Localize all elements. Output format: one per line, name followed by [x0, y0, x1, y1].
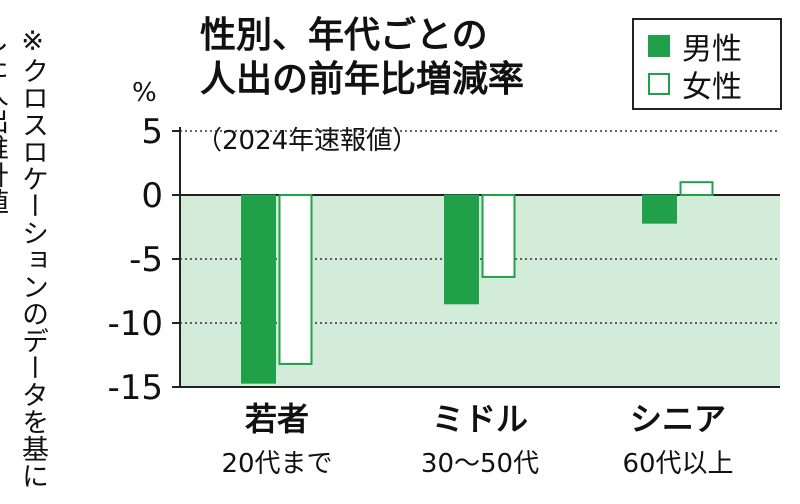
bar-female — [278, 194, 313, 365]
y-tick-label: 5 — [141, 112, 163, 152]
y-axis-unit: % — [132, 78, 157, 108]
y-tick-label: -5 — [129, 240, 163, 280]
legend-item-male: 男性 — [648, 28, 742, 67]
chart-title-line-2: 人出の前年比増減率 — [200, 59, 525, 100]
y-tick-label: 0 — [141, 176, 163, 216]
category-label: シニア — [630, 400, 726, 438]
legend-label-male: 男性 — [682, 32, 742, 67]
category-sublabel: 30〜50代 — [421, 449, 539, 479]
y-tick-label: -15 — [107, 368, 163, 408]
y-tick-label: -10 — [107, 304, 163, 344]
legend-swatch-male — [648, 35, 670, 57]
bar-male — [444, 194, 479, 305]
bar-female — [679, 181, 714, 196]
legend: 男性 女性 — [632, 18, 782, 110]
chart-title: 性別、年代ごとの 人出の前年比増減率 — [200, 14, 524, 102]
category-sublabel: 60代以上 — [622, 449, 733, 479]
bar-male — [642, 194, 677, 224]
category-label: 若者 — [245, 400, 309, 438]
legend-swatch-female — [648, 73, 670, 95]
bar-female — [481, 194, 516, 278]
legend-item-female: 女性 — [648, 66, 742, 105]
chart-title-line-1: 性別、年代ごとの — [200, 15, 488, 56]
bar-male — [241, 194, 276, 384]
legend-label-female: 女性 — [682, 70, 742, 105]
category-label: ミドル — [432, 400, 528, 438]
category-sublabel: 20代まで — [221, 449, 332, 479]
source-note: ※クロスロケーションのデータを基にした人出推計値 — [0, 26, 48, 489]
